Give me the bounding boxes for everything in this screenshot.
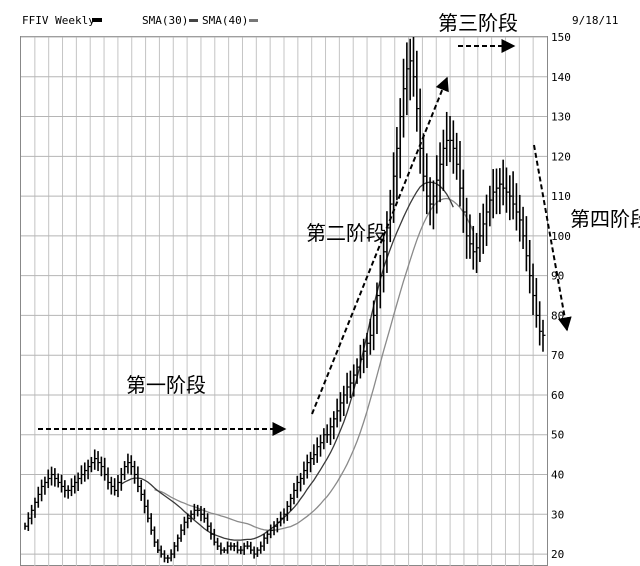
stage4-label: 第四阶段 xyxy=(570,207,640,231)
y-tick-label: 150 xyxy=(551,31,571,44)
y-tick-label: 90 xyxy=(551,270,564,283)
ticker-legend-swatch xyxy=(92,18,102,22)
y-tick-label: 60 xyxy=(551,389,564,402)
sma40-label: SMA(40) xyxy=(202,14,248,27)
sma30-legend-swatch xyxy=(189,19,198,22)
sma40-line xyxy=(154,197,474,532)
y-tick-label: 70 xyxy=(551,349,564,362)
sma30-label: SMA(30) xyxy=(142,14,188,27)
y-tick-label: 110 xyxy=(551,190,571,203)
stage2-arrow xyxy=(311,76,449,415)
y-tick-label: 50 xyxy=(551,429,564,442)
y-tick-label: 30 xyxy=(551,508,564,521)
sma40-legend-swatch xyxy=(249,19,258,22)
ticker-label: FFIV Weekly xyxy=(22,14,95,27)
stage4-arrow xyxy=(533,144,572,332)
y-axis-tick-labels: 20 30 40 50 60 70 80 90 100 110 120 130 140 150 xyxy=(551,31,571,561)
y-tick-label: 40 xyxy=(551,469,564,482)
y-tick-label: 20 xyxy=(551,548,564,561)
y-tick-label: 130 xyxy=(551,111,571,124)
chart-date: 9/18/11 xyxy=(572,14,618,27)
y-tick-label: 100 xyxy=(551,230,571,243)
stage1-label: 第一阶段 xyxy=(126,373,206,397)
price-bars xyxy=(24,37,546,564)
y-tick-label: 120 xyxy=(551,150,571,163)
stage3-label: 第三阶段 xyxy=(438,11,518,35)
stage2-label: 第二阶段 xyxy=(306,221,386,245)
y-tick-label: 140 xyxy=(551,71,571,84)
y-tick-label: 80 xyxy=(551,309,564,322)
